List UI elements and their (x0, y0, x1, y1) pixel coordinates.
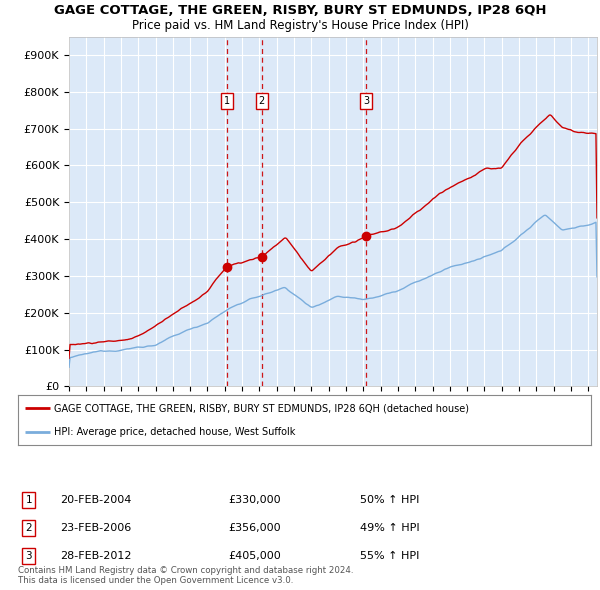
Text: GAGE COTTAGE, THE GREEN, RISBY, BURY ST EDMUNDS, IP28 6QH (detached house): GAGE COTTAGE, THE GREEN, RISBY, BURY ST … (54, 403, 469, 413)
Text: 1: 1 (25, 495, 32, 505)
Text: 49% ↑ HPI: 49% ↑ HPI (360, 523, 419, 533)
Text: 20-FEB-2004: 20-FEB-2004 (60, 495, 131, 505)
Text: Price paid vs. HM Land Registry's House Price Index (HPI): Price paid vs. HM Land Registry's House … (131, 19, 469, 32)
Text: £330,000: £330,000 (228, 495, 281, 505)
Text: 3: 3 (363, 96, 369, 106)
Text: 1: 1 (224, 96, 230, 106)
Text: This data is licensed under the Open Government Licence v3.0.: This data is licensed under the Open Gov… (18, 576, 293, 585)
Text: 3: 3 (25, 551, 32, 561)
Text: HPI: Average price, detached house, West Suffolk: HPI: Average price, detached house, West… (54, 427, 295, 437)
Text: 28-FEB-2012: 28-FEB-2012 (60, 551, 131, 561)
Text: 55% ↑ HPI: 55% ↑ HPI (360, 551, 419, 561)
Text: £405,000: £405,000 (228, 551, 281, 561)
Text: £356,000: £356,000 (228, 523, 281, 533)
Text: GAGE COTTAGE, THE GREEN, RISBY, BURY ST EDMUNDS, IP28 6QH: GAGE COTTAGE, THE GREEN, RISBY, BURY ST … (54, 4, 546, 17)
Text: 2: 2 (25, 523, 32, 533)
Text: 2: 2 (259, 96, 265, 106)
Text: 50% ↑ HPI: 50% ↑ HPI (360, 495, 419, 505)
Text: 23-FEB-2006: 23-FEB-2006 (60, 523, 131, 533)
Text: Contains HM Land Registry data © Crown copyright and database right 2024.: Contains HM Land Registry data © Crown c… (18, 566, 353, 575)
